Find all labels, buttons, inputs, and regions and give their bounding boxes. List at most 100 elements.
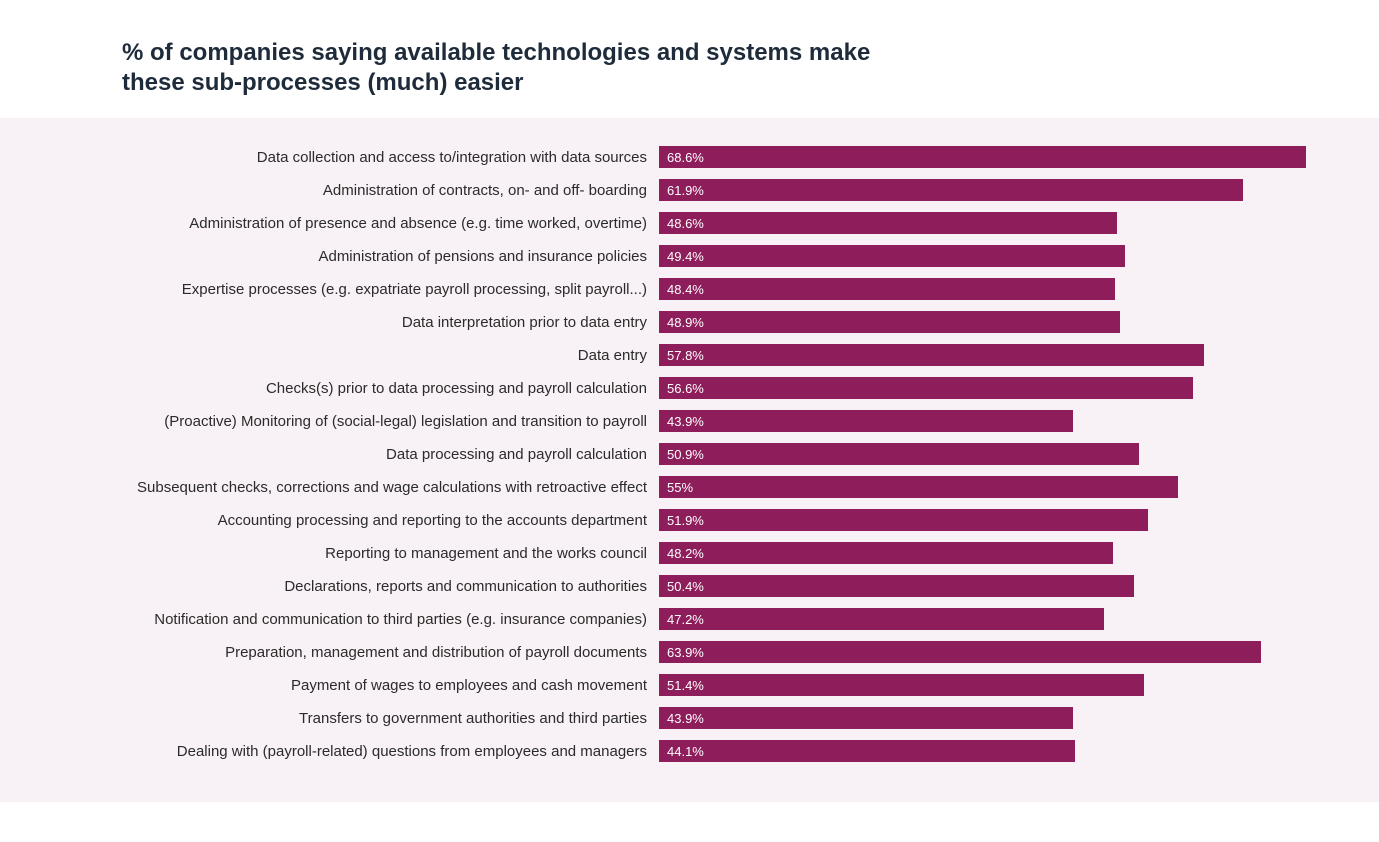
bar-row: Data processing and payroll calculation5… <box>60 443 1319 465</box>
bar-value: 51.9% <box>659 513 704 528</box>
bar-row: Preparation, management and distribution… <box>60 641 1319 663</box>
bar-row: Administration of pensions and insurance… <box>60 245 1319 267</box>
bar-fill: 57.8% <box>659 344 1204 366</box>
bar-track: 43.9% <box>659 410 1319 432</box>
bar-track: 48.4% <box>659 278 1319 300</box>
chart-title-line1: % of companies saying available technolo… <box>122 39 870 66</box>
bar-label: (Proactive) Monitoring of (social-legal)… <box>60 413 659 430</box>
page: % of companies saying available technolo… <box>0 0 1379 842</box>
bar-label: Checks(s) prior to data processing and p… <box>60 380 659 397</box>
bar-value: 43.9% <box>659 414 704 429</box>
bar-fill: 48.4% <box>659 278 1115 300</box>
bar-track: 68.6% <box>659 146 1319 168</box>
bar-row: Subsequent checks, corrections and wage … <box>60 476 1319 498</box>
bar-row: (Proactive) Monitoring of (social-legal)… <box>60 410 1319 432</box>
bar-row: Declarations, reports and communication … <box>60 575 1319 597</box>
bar-fill: 44.1% <box>659 740 1075 762</box>
bar-fill: 50.9% <box>659 443 1139 465</box>
bar-fill: 56.6% <box>659 377 1193 399</box>
bar-row: Administration of presence and absence (… <box>60 212 1319 234</box>
bar-value: 49.4% <box>659 249 704 264</box>
bar-row: Payment of wages to employees and cash m… <box>60 674 1319 696</box>
bar-value: 51.4% <box>659 678 704 693</box>
bar-row: Administration of contracts, on- and off… <box>60 179 1319 201</box>
bar-label: Notification and communication to third … <box>60 611 659 628</box>
bar-label: Administration of presence and absence (… <box>60 215 659 232</box>
bar-value: 44.1% <box>659 744 704 759</box>
bar-track: 49.4% <box>659 245 1319 267</box>
title-block: % of companies saying available technolo… <box>0 0 1379 118</box>
bar-track: 57.8% <box>659 344 1319 366</box>
bar-value: 47.2% <box>659 612 704 627</box>
bar-label: Administration of pensions and insurance… <box>60 248 659 265</box>
bar-label: Dealing with (payroll-related) questions… <box>60 743 659 760</box>
bar-value: 50.4% <box>659 579 704 594</box>
bar-rows: Data collection and access to/integratio… <box>60 146 1319 762</box>
bar-row: Dealing with (payroll-related) questions… <box>60 740 1319 762</box>
chart-title: % of companies saying available technolo… <box>122 38 1379 98</box>
bar-fill: 50.4% <box>659 575 1134 597</box>
bar-fill: 47.2% <box>659 608 1104 630</box>
bar-track: 51.4% <box>659 674 1319 696</box>
bar-label: Subsequent checks, corrections and wage … <box>60 479 659 496</box>
bar-fill: 51.9% <box>659 509 1148 531</box>
bar-value: 56.6% <box>659 381 704 396</box>
bar-track: 43.9% <box>659 707 1319 729</box>
bar-label: Data entry <box>60 347 659 364</box>
bar-row: Transfers to government authorities and … <box>60 707 1319 729</box>
bar-track: 47.2% <box>659 608 1319 630</box>
bar-fill: 48.2% <box>659 542 1113 564</box>
bar-label: Administration of contracts, on- and off… <box>60 182 659 199</box>
bar-track: 55% <box>659 476 1319 498</box>
bar-row: Data collection and access to/integratio… <box>60 146 1319 168</box>
bar-fill: 43.9% <box>659 707 1073 729</box>
bar-value: 48.9% <box>659 315 704 330</box>
bar-value: 68.6% <box>659 150 704 165</box>
bar-label: Accounting processing and reporting to t… <box>60 512 659 529</box>
bar-label: Payment of wages to employees and cash m… <box>60 677 659 694</box>
bar-value: 50.9% <box>659 447 704 462</box>
bar-row: Accounting processing and reporting to t… <box>60 509 1319 531</box>
bar-track: 50.9% <box>659 443 1319 465</box>
bar-label: Transfers to government authorities and … <box>60 710 659 727</box>
bar-label: Data interpretation prior to data entry <box>60 314 659 331</box>
bar-track: 61.9% <box>659 179 1319 201</box>
bar-fill: 48.9% <box>659 311 1120 333</box>
bar-value: 48.6% <box>659 216 704 231</box>
bar-value: 48.2% <box>659 546 704 561</box>
bar-fill: 68.6% <box>659 146 1306 168</box>
bar-fill: 55% <box>659 476 1178 498</box>
bar-value: 63.9% <box>659 645 704 660</box>
bar-track: 50.4% <box>659 575 1319 597</box>
bar-fill: 43.9% <box>659 410 1073 432</box>
bar-track: 48.2% <box>659 542 1319 564</box>
bar-label: Preparation, management and distribution… <box>60 644 659 661</box>
bar-label: Declarations, reports and communication … <box>60 578 659 595</box>
bar-row: Checks(s) prior to data processing and p… <box>60 377 1319 399</box>
bar-fill: 63.9% <box>659 641 1261 663</box>
bar-value: 43.9% <box>659 711 704 726</box>
bar-fill: 61.9% <box>659 179 1243 201</box>
bar-track: 56.6% <box>659 377 1319 399</box>
bar-label: Data collection and access to/integratio… <box>60 149 659 166</box>
bar-row: Expertise processes (e.g. expatriate pay… <box>60 278 1319 300</box>
bar-fill: 49.4% <box>659 245 1125 267</box>
chart-panel: Data collection and access to/integratio… <box>0 118 1379 802</box>
bar-row: Data entry57.8% <box>60 344 1319 366</box>
bar-label: Data processing and payroll calculation <box>60 446 659 463</box>
bar-track: 44.1% <box>659 740 1319 762</box>
bar-row: Notification and communication to third … <box>60 608 1319 630</box>
bar-track: 48.9% <box>659 311 1319 333</box>
bar-row: Reporting to management and the works co… <box>60 542 1319 564</box>
bar-label: Expertise processes (e.g. expatriate pay… <box>60 281 659 298</box>
bar-track: 63.9% <box>659 641 1319 663</box>
bar-track: 51.9% <box>659 509 1319 531</box>
bar-value: 48.4% <box>659 282 704 297</box>
bar-value: 61.9% <box>659 183 704 198</box>
bar-value: 57.8% <box>659 348 704 363</box>
bar-label: Reporting to management and the works co… <box>60 545 659 562</box>
bar-fill: 48.6% <box>659 212 1117 234</box>
bar-row: Data interpretation prior to data entry4… <box>60 311 1319 333</box>
bar-track: 48.6% <box>659 212 1319 234</box>
chart-title-line2: these sub-processes (much) easier <box>122 69 524 96</box>
